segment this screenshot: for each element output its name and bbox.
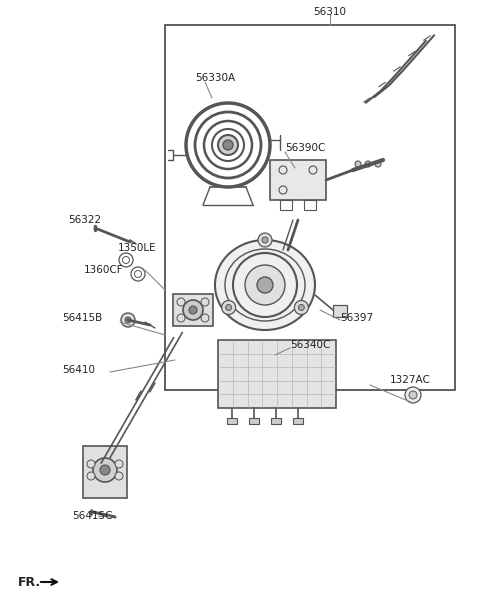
Circle shape	[409, 391, 417, 399]
Circle shape	[226, 304, 232, 311]
Circle shape	[223, 140, 233, 150]
Circle shape	[93, 458, 117, 482]
Bar	[227, 418, 237, 424]
Bar	[83, 446, 127, 498]
Circle shape	[375, 161, 381, 167]
Text: 1327AC: 1327AC	[390, 375, 431, 385]
Bar	[280, 200, 292, 210]
Circle shape	[100, 465, 110, 475]
Circle shape	[294, 301, 308, 314]
Circle shape	[177, 314, 185, 322]
Circle shape	[245, 265, 285, 305]
Text: 56322: 56322	[68, 215, 101, 225]
Text: 1350LE: 1350LE	[118, 243, 156, 253]
Text: 56415B: 56415B	[62, 313, 102, 323]
Text: 56310: 56310	[313, 7, 347, 17]
Bar	[304, 200, 316, 210]
Ellipse shape	[215, 240, 315, 330]
Text: 56340C: 56340C	[290, 340, 330, 350]
Circle shape	[218, 135, 238, 155]
Bar	[165, 25, 455, 390]
Circle shape	[405, 387, 421, 403]
Text: 1360CF: 1360CF	[84, 265, 124, 275]
Circle shape	[201, 298, 209, 306]
Circle shape	[257, 277, 273, 293]
Circle shape	[222, 301, 236, 314]
Bar	[249, 418, 259, 424]
Text: 56410: 56410	[62, 365, 95, 375]
Bar	[333, 305, 347, 317]
Bar	[271, 418, 281, 424]
Bar	[270, 160, 326, 200]
Circle shape	[87, 472, 95, 480]
Bar	[218, 340, 336, 408]
Circle shape	[262, 237, 268, 243]
Text: 56415C: 56415C	[72, 511, 112, 521]
Circle shape	[115, 472, 123, 480]
Text: 56397: 56397	[340, 313, 373, 323]
Circle shape	[299, 304, 304, 311]
Bar	[293, 418, 303, 424]
Circle shape	[87, 460, 95, 468]
Bar	[173, 294, 213, 326]
Text: 56330A: 56330A	[195, 73, 235, 83]
Circle shape	[183, 300, 203, 320]
Text: FR.: FR.	[18, 576, 41, 589]
Circle shape	[177, 298, 185, 306]
Circle shape	[115, 460, 123, 468]
Text: 56390C: 56390C	[285, 143, 325, 153]
Circle shape	[258, 233, 272, 247]
Circle shape	[355, 161, 361, 167]
Circle shape	[125, 317, 131, 323]
Circle shape	[189, 306, 197, 314]
Circle shape	[201, 314, 209, 322]
Circle shape	[365, 161, 371, 167]
Circle shape	[121, 313, 135, 327]
